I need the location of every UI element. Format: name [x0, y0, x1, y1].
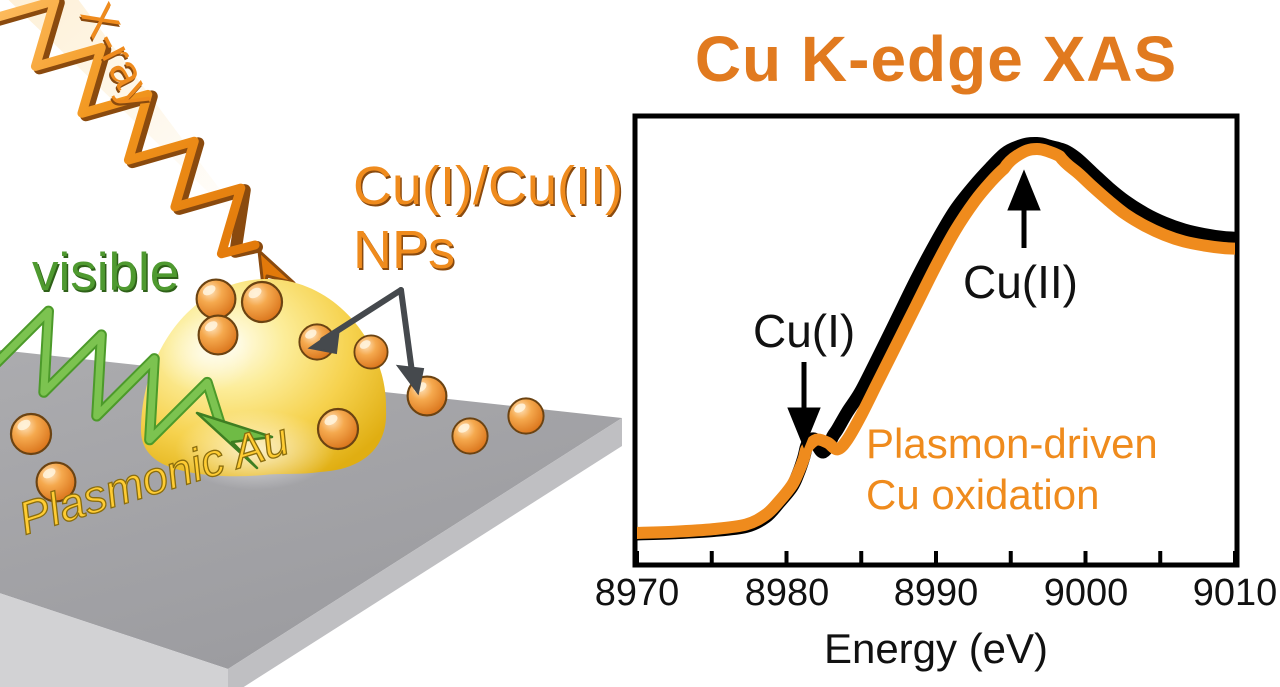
svg-text:Plasmonic Au: Plasmonic Au	[12, 412, 295, 544]
